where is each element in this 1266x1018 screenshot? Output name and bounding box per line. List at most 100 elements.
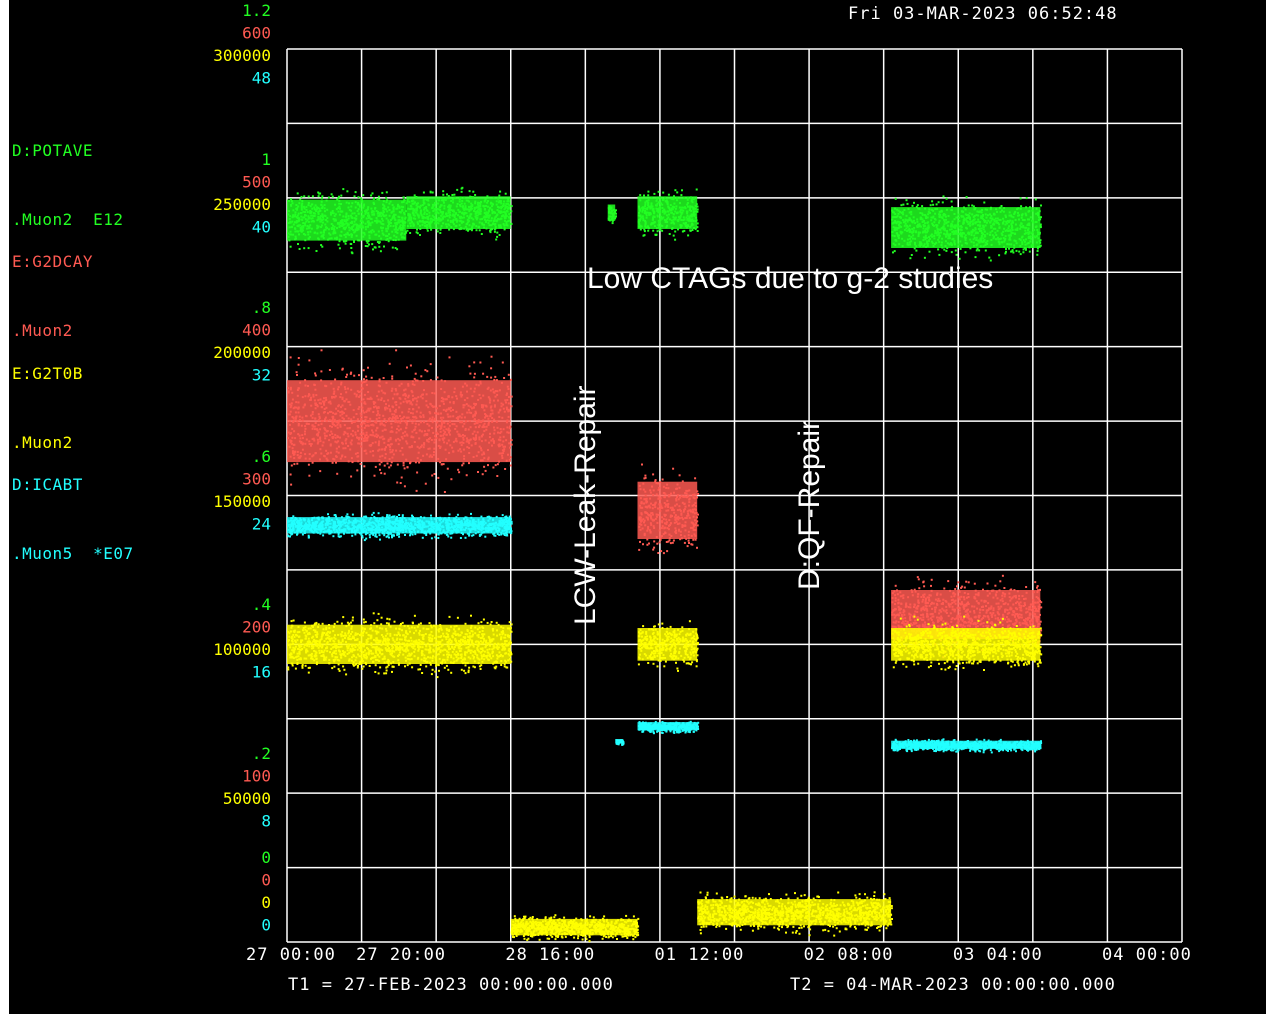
data-point xyxy=(359,463,362,465)
data-point xyxy=(308,474,311,477)
data-point xyxy=(382,377,385,379)
data-point xyxy=(644,476,647,479)
data-point xyxy=(643,234,646,237)
data-point xyxy=(396,248,399,251)
data-point xyxy=(409,232,412,234)
data-point xyxy=(917,578,920,581)
data-point xyxy=(351,252,354,255)
data-point xyxy=(378,198,381,201)
data-point xyxy=(436,230,439,233)
data-point xyxy=(982,588,984,591)
data-point xyxy=(380,472,383,475)
data-point xyxy=(662,191,665,194)
data-band xyxy=(637,481,698,539)
data-point xyxy=(290,483,293,486)
data-point xyxy=(1036,253,1039,256)
data-point xyxy=(615,215,617,218)
data-point xyxy=(345,239,348,242)
data-point xyxy=(331,195,334,198)
data-point xyxy=(681,480,684,483)
data-point xyxy=(900,204,903,207)
data-point xyxy=(439,461,442,464)
data-point xyxy=(510,210,513,213)
data-point xyxy=(372,197,375,200)
data-point xyxy=(974,256,977,259)
data-point xyxy=(950,251,953,254)
data-point xyxy=(465,474,468,477)
data-point xyxy=(353,240,355,243)
data-point xyxy=(665,541,668,543)
data-point xyxy=(690,543,693,546)
data-point xyxy=(931,200,934,203)
data-point xyxy=(385,196,388,199)
data-point xyxy=(413,377,416,380)
data-point xyxy=(496,235,499,238)
data-point xyxy=(446,467,449,470)
data-point xyxy=(657,190,660,193)
data-point xyxy=(394,247,397,249)
data-point xyxy=(426,370,429,373)
data-point xyxy=(1000,205,1003,207)
data-point xyxy=(465,228,468,231)
data-point xyxy=(938,253,941,256)
data-point xyxy=(964,251,967,254)
data-point xyxy=(1018,250,1021,253)
data-point xyxy=(489,231,492,234)
data-point xyxy=(510,439,513,442)
data-point xyxy=(653,540,656,543)
data-point xyxy=(371,192,374,195)
data-point xyxy=(328,369,331,371)
data-point xyxy=(644,474,647,477)
data-point xyxy=(1003,587,1006,589)
data-point xyxy=(391,246,394,249)
data-point xyxy=(493,230,496,233)
data-point xyxy=(910,254,913,256)
data-point xyxy=(680,194,683,197)
data-point xyxy=(1025,586,1028,588)
data-point xyxy=(639,540,641,543)
data-point xyxy=(440,463,443,466)
data-point xyxy=(643,230,646,233)
data-point xyxy=(653,546,656,549)
data-point xyxy=(442,463,445,466)
data-point xyxy=(389,464,392,467)
data-point xyxy=(492,466,495,469)
data-point xyxy=(307,463,310,466)
data-point xyxy=(430,228,433,231)
data-point xyxy=(469,372,472,375)
data-point xyxy=(1039,223,1042,226)
data-point xyxy=(289,473,292,476)
data-point xyxy=(334,378,337,381)
data-point xyxy=(321,245,324,248)
data-point xyxy=(350,371,353,374)
data-point xyxy=(894,197,897,200)
data-point xyxy=(1012,251,1015,254)
data-point xyxy=(892,251,894,254)
data-point xyxy=(378,463,381,466)
data-point xyxy=(426,229,429,232)
data-point xyxy=(353,374,356,377)
data-point xyxy=(395,349,398,352)
data-point xyxy=(696,205,699,208)
data-point xyxy=(372,248,374,251)
data-point xyxy=(481,473,484,476)
data-point xyxy=(490,355,493,358)
data-point xyxy=(510,223,513,225)
data-point xyxy=(314,372,317,375)
data-point xyxy=(643,477,646,480)
data-point xyxy=(396,481,399,484)
data-point xyxy=(646,538,649,541)
data-point xyxy=(416,228,418,231)
data-point xyxy=(396,463,399,466)
data-point xyxy=(337,197,340,200)
data-point xyxy=(317,191,320,194)
data-point xyxy=(496,475,499,477)
data-point xyxy=(399,482,402,484)
data-point xyxy=(374,246,377,249)
data-point xyxy=(697,513,699,516)
data-point xyxy=(902,203,905,206)
data-point xyxy=(686,545,689,548)
data-point xyxy=(386,462,389,465)
data-point xyxy=(930,578,933,581)
data-point xyxy=(915,249,918,252)
